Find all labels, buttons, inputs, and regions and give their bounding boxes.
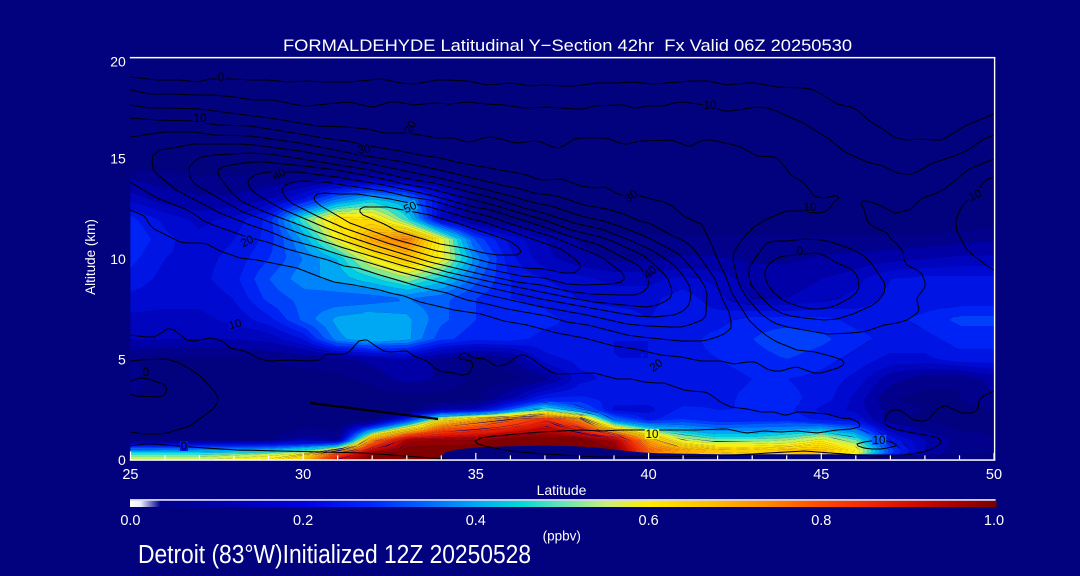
svg-text:40: 40 [641, 467, 657, 483]
svg-text:35: 35 [468, 467, 484, 483]
svg-text:20: 20 [403, 119, 420, 136]
svg-text:15: 15 [110, 151, 126, 167]
svg-text:Altitude (km): Altitude (km) [83, 219, 98, 295]
svg-text:10: 10 [967, 188, 984, 204]
svg-text:0.0: 0.0 [120, 513, 140, 529]
svg-text:0.4: 0.4 [466, 513, 486, 529]
svg-text:5: 5 [118, 352, 126, 368]
svg-text:40: 40 [271, 167, 288, 184]
svg-text:0.2: 0.2 [293, 513, 313, 529]
svg-text:10: 10 [228, 318, 243, 333]
svg-text:Detroit (83°W)Initialized 12Z: Detroit (83°W)Initialized 12Z 20250528 [138, 541, 531, 569]
svg-text:10: 10 [873, 435, 886, 447]
svg-text:0: 0 [143, 367, 149, 379]
svg-text:25: 25 [122, 467, 138, 483]
svg-text:10: 10 [646, 429, 659, 441]
svg-text:10: 10 [194, 113, 207, 125]
svg-text:20: 20 [110, 53, 126, 69]
svg-text:1.0: 1.0 [984, 513, 1004, 529]
svg-text:(ppbv): (ppbv) [543, 529, 581, 544]
svg-text:50: 50 [402, 200, 419, 216]
svg-text:0: 0 [797, 246, 803, 258]
svg-text:Latitude: Latitude [537, 482, 587, 498]
svg-text:20: 20 [239, 234, 256, 251]
svg-text:0: 0 [218, 72, 224, 84]
svg-text:0: 0 [118, 452, 126, 468]
svg-text:FORMALDEHYDE Latitudinal Y−Sec: FORMALDEHYDE Latitudinal Y−Section 42hr … [283, 36, 852, 55]
svg-text:50: 50 [986, 467, 1002, 483]
svg-text:45: 45 [813, 467, 829, 483]
svg-text:0.8: 0.8 [811, 513, 831, 529]
svg-text:10: 10 [804, 202, 817, 214]
svg-text:30: 30 [295, 467, 311, 483]
svg-text:10: 10 [704, 100, 717, 112]
svg-text:0.6: 0.6 [639, 513, 659, 529]
svg-text:0: 0 [181, 441, 187, 453]
svg-text:30: 30 [357, 143, 372, 157]
svg-text:10: 10 [110, 251, 126, 267]
